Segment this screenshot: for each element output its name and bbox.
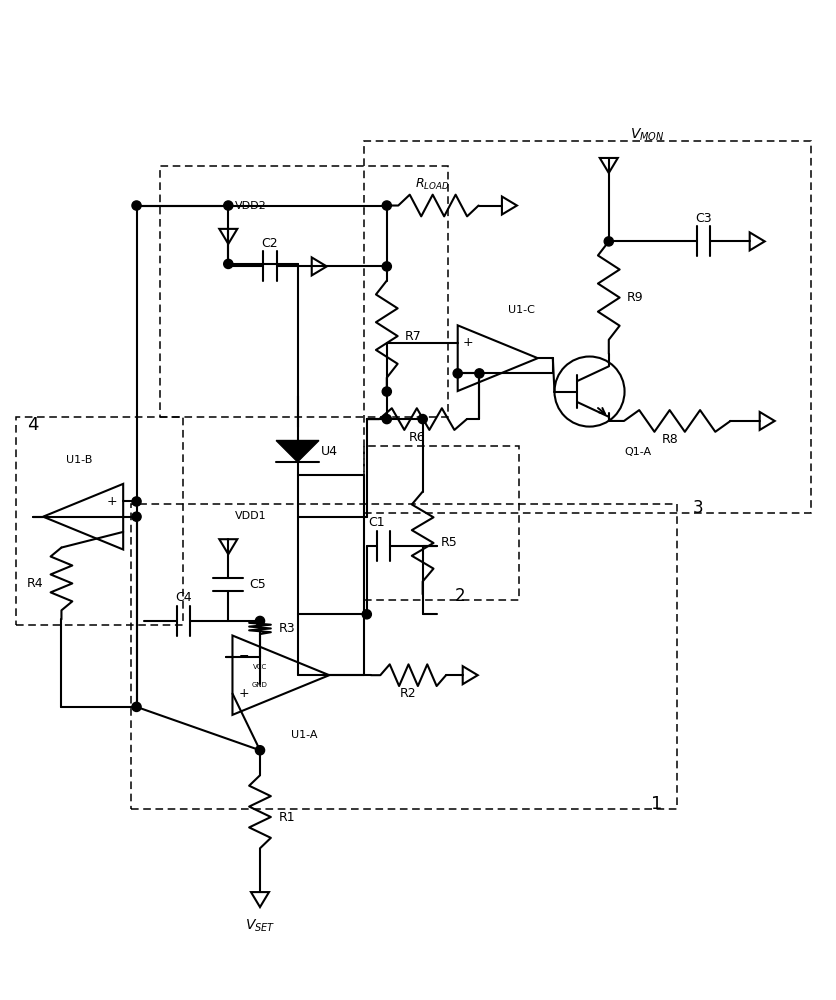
Circle shape [132, 201, 141, 210]
Text: C4: C4 [175, 591, 191, 604]
Text: $R_{LOAD}$: $R_{LOAD}$ [415, 177, 450, 192]
Text: R5: R5 [441, 536, 457, 549]
Circle shape [382, 387, 391, 396]
Circle shape [382, 414, 391, 424]
Circle shape [604, 237, 613, 246]
Circle shape [255, 616, 264, 626]
Circle shape [223, 201, 232, 210]
Text: 4: 4 [28, 416, 38, 434]
Bar [160, 166, 447, 417]
Text: R3: R3 [278, 622, 294, 635]
Text: R4: R4 [27, 577, 43, 590]
Text: R2: R2 [400, 687, 416, 700]
Polygon shape [276, 440, 319, 462]
Circle shape [418, 414, 426, 424]
Circle shape [362, 610, 371, 619]
Text: +: + [238, 687, 249, 700]
Bar [17, 417, 183, 625]
Circle shape [452, 369, 461, 378]
Text: C5: C5 [249, 578, 266, 591]
Circle shape [382, 201, 391, 210]
Circle shape [132, 497, 141, 506]
Text: +: + [461, 336, 472, 349]
Circle shape [255, 746, 264, 755]
Text: C3: C3 [695, 212, 711, 225]
Text: Q1-A: Q1-A [624, 447, 651, 457]
Text: R8: R8 [660, 433, 677, 446]
Text: VDD2: VDD2 [235, 201, 267, 211]
Circle shape [223, 259, 232, 269]
Circle shape [474, 369, 483, 378]
Circle shape [382, 262, 391, 271]
Text: U1-B: U1-B [66, 455, 92, 465]
Text: GND: GND [252, 682, 268, 688]
Circle shape [132, 512, 141, 521]
Text: $V_{SET}$: $V_{SET}$ [244, 917, 275, 934]
Text: +: + [106, 495, 117, 508]
Text: U1-A: U1-A [291, 730, 317, 740]
Text: 3: 3 [692, 499, 702, 517]
Text: R7: R7 [405, 330, 421, 343]
Text: R1: R1 [278, 811, 294, 824]
Text: C2: C2 [262, 237, 278, 250]
Text: −: − [238, 650, 249, 663]
Bar [364, 141, 809, 513]
Text: $V_{MON}$: $V_{MON}$ [629, 126, 664, 143]
Text: U4: U4 [320, 445, 338, 458]
Text: VCC: VCC [252, 664, 267, 670]
Circle shape [132, 702, 141, 711]
Text: U1-C: U1-C [507, 305, 534, 315]
Text: 2: 2 [454, 587, 465, 605]
Text: R6: R6 [408, 431, 425, 444]
Text: 1: 1 [650, 795, 661, 813]
Bar [364, 446, 518, 600]
Bar [130, 504, 676, 809]
Text: R9: R9 [626, 291, 643, 304]
Text: −: − [462, 367, 472, 380]
Text: C1: C1 [368, 516, 385, 529]
Text: VDD1: VDD1 [235, 511, 267, 521]
